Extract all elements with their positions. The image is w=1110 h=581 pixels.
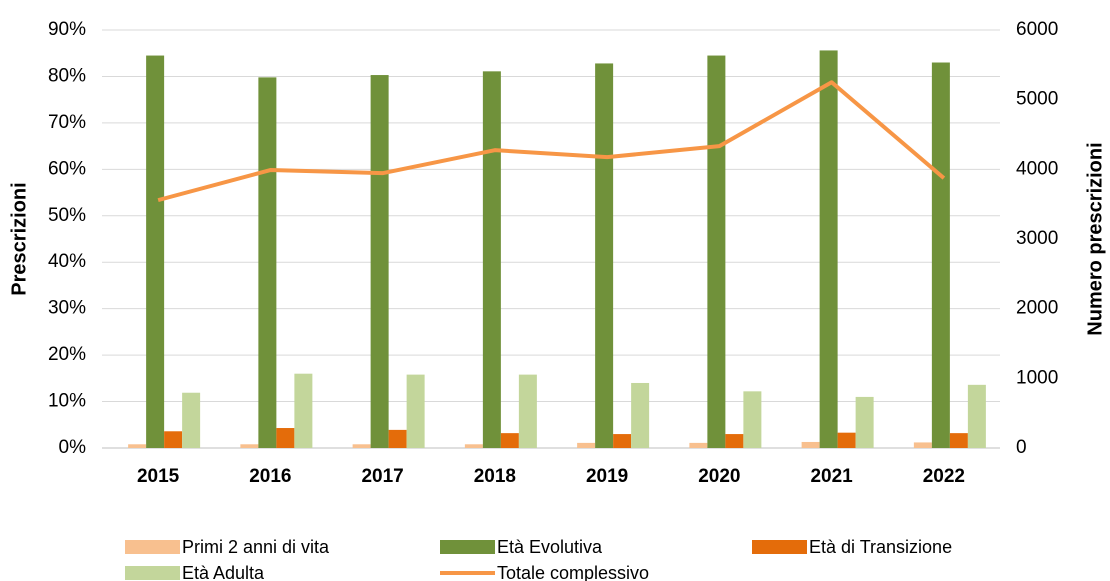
bar [518, 374, 537, 448]
bar [949, 433, 968, 448]
y2-tick-label: 0 [1016, 437, 1027, 458]
legend-label: Totale complessivo [497, 563, 649, 581]
y-tick-label: 70% [48, 112, 86, 133]
x-tick-label: 2020 [698, 466, 740, 487]
y-tick-label: 90% [48, 19, 86, 40]
x-tick-label: 2022 [923, 466, 965, 487]
legend-swatch [125, 566, 180, 580]
x-tick-label: 2019 [586, 466, 628, 487]
y-tick-label: 40% [48, 251, 86, 272]
bar [146, 55, 165, 449]
bar [613, 434, 632, 448]
line [157, 80, 946, 203]
bar [406, 374, 425, 448]
y2-tick-label: 1000 [1016, 367, 1058, 388]
y2-tick-label: 6000 [1016, 19, 1058, 40]
bar [182, 392, 201, 448]
bar [276, 428, 295, 448]
x-tick-label: 2018 [474, 466, 516, 487]
bar [500, 433, 519, 448]
bar [370, 75, 389, 448]
y-tick-label: 20% [48, 344, 86, 365]
bar [743, 391, 762, 448]
bar [689, 442, 708, 448]
y-tick-label: 60% [48, 158, 86, 179]
legend-swatch [125, 540, 180, 554]
bar [725, 434, 744, 448]
y-tick-label: 30% [48, 298, 86, 319]
bar [707, 55, 726, 449]
legend-label: Età Adulta [182, 563, 265, 581]
y-tick-label: 10% [48, 391, 86, 412]
bar [837, 432, 856, 448]
bar [352, 444, 371, 448]
y2-axis-title: Numero prescrizioni [1084, 142, 1106, 335]
x-tick-label: 2016 [249, 466, 291, 487]
y-tick-label: 50% [48, 205, 86, 226]
y-tick-label: 0% [59, 437, 87, 458]
y2-tick-label: 3000 [1016, 228, 1058, 249]
bar [931, 62, 950, 449]
bar [595, 63, 614, 448]
legend-swatch [752, 540, 807, 554]
y-axis-title: Prescrizioni [8, 182, 30, 295]
bar [631, 382, 650, 448]
y-tick-label: 80% [48, 65, 86, 86]
legend-label: Primi 2 anni di vita [182, 537, 330, 557]
legend-swatch [440, 540, 495, 554]
bar [164, 431, 183, 448]
bar [801, 441, 820, 448]
legend-label: Età di Transizione [809, 537, 952, 557]
bar [464, 444, 483, 448]
bar [240, 444, 259, 448]
x-tick-label: 2017 [361, 466, 403, 487]
y2-tick-label: 2000 [1016, 298, 1058, 319]
bar [294, 373, 313, 448]
bar [913, 442, 932, 448]
y2-tick-label: 5000 [1016, 89, 1058, 110]
bar [258, 77, 277, 448]
bar [855, 396, 874, 448]
bar [388, 429, 407, 448]
y2-tick-label: 4000 [1016, 158, 1058, 179]
bar [967, 384, 986, 448]
x-tick-label: 2021 [810, 466, 853, 487]
bar [128, 444, 147, 448]
bar [577, 442, 596, 448]
legend-label: Età Evolutiva [497, 537, 603, 557]
bar [482, 71, 501, 448]
x-tick-label: 2015 [137, 466, 180, 487]
bar [819, 50, 838, 449]
